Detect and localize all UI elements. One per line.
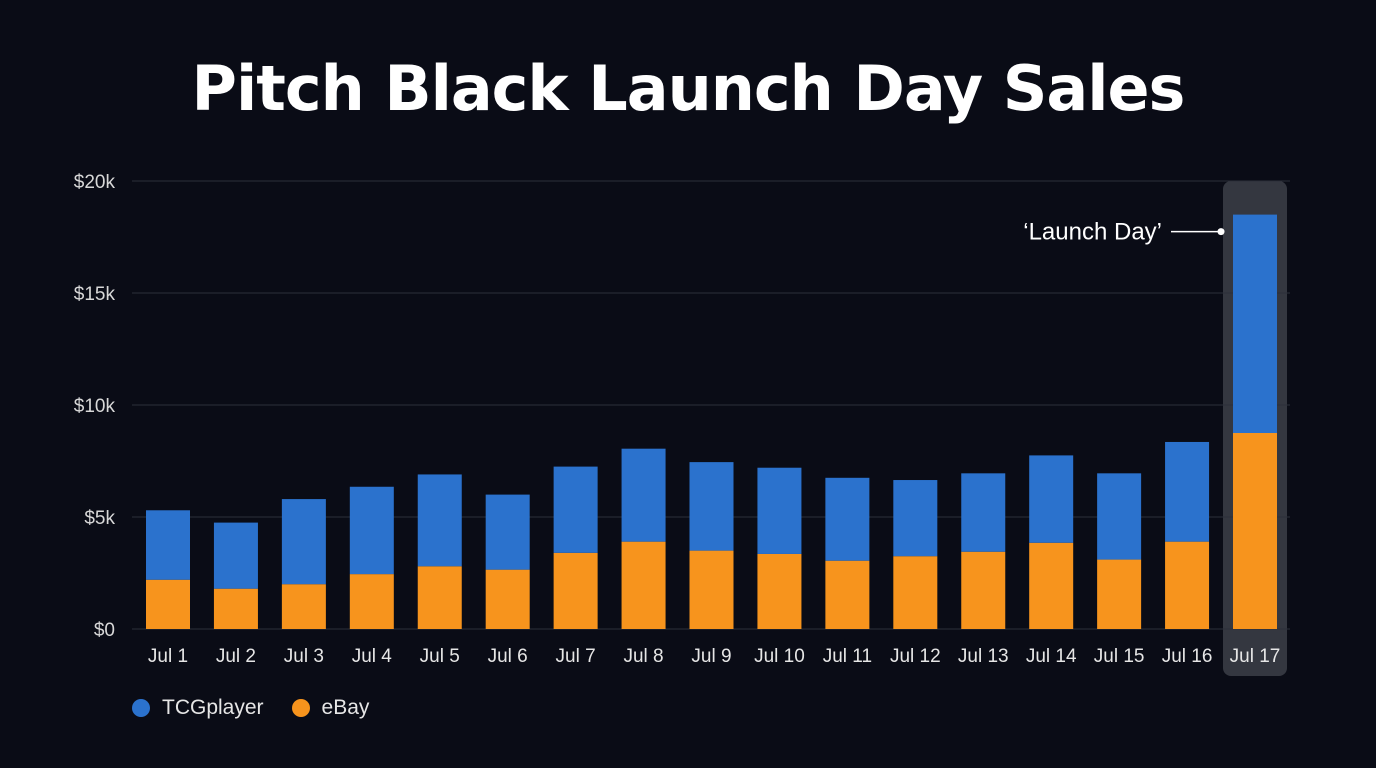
y-tick-label: $0: [94, 620, 115, 641]
x-tick-label: Jul 5: [420, 646, 460, 667]
bar-segment-tcgplayer: [757, 467, 802, 554]
bar-segment-tcgplayer: [281, 499, 326, 585]
x-tick-label: Jul 13: [958, 646, 1009, 667]
bar-segment-ebay: [689, 550, 734, 629]
bar-segment-ebay: [553, 552, 598, 629]
bar-segment-ebay: [417, 566, 462, 629]
x-tick-label: Jul 4: [352, 646, 393, 667]
legend-item-ebay[interactable]: eBay: [291, 696, 370, 720]
x-tick-label: Jul 3: [284, 646, 324, 667]
bar-segment-ebay: [146, 579, 190, 629]
bar-segment-ebay: [349, 574, 394, 629]
bar-segment-ebay: [1097, 559, 1142, 629]
x-tick-label: Jul 16: [1162, 646, 1213, 667]
x-tick-label: Jul 8: [623, 646, 663, 667]
bar-segment-ebay: [893, 556, 938, 629]
annotation-dot: [1217, 228, 1225, 236]
bar-segment-tcgplayer: [417, 474, 462, 567]
legend-swatch-ebay: [291, 699, 310, 717]
chart-title: Pitch Black Launch Day Sales: [191, 52, 1186, 125]
x-tick-label: Jul 7: [556, 646, 596, 667]
bar-segment-ebay: [825, 560, 870, 629]
annotation-label: ‘Launch Day’: [1023, 219, 1162, 246]
bar-segment-tcgplayer: [961, 473, 1006, 552]
bar-segment-tcgplayer: [213, 522, 258, 589]
x-tick-label: Jul 2: [216, 646, 256, 667]
x-tick-label: Jul 6: [488, 646, 528, 667]
x-tick-label: Jul 17: [1230, 646, 1281, 667]
legend: TCGplayer eBay: [132, 696, 369, 720]
bar-segment-tcgplayer: [1097, 473, 1142, 560]
bar-segment-tcgplayer: [1165, 441, 1210, 542]
x-tick-label: Jul 10: [754, 646, 805, 667]
y-tick-label: $5k: [84, 508, 115, 529]
legend-swatch-tcgplayer: [132, 699, 150, 717]
y-tick-label: $10k: [74, 396, 116, 417]
y-tick-label: $15k: [74, 284, 116, 305]
bar-segment-ebay: [1233, 433, 1277, 629]
legend-label-tcgplayer: TCGplayer: [162, 696, 264, 719]
x-tick-label: Jul 15: [1094, 646, 1145, 667]
bar-segment-ebay: [213, 588, 258, 629]
x-tick-label: Jul 9: [691, 646, 731, 667]
bar-segment-tcgplayer: [349, 486, 394, 575]
bar-segment-tcgplayer: [689, 462, 734, 551]
x-tick-label: Jul 1: [148, 646, 188, 667]
x-tick-label: Jul 12: [890, 646, 941, 667]
bar-segment-tcgplayer: [485, 494, 530, 570]
bar-segment-ebay: [1165, 541, 1210, 629]
bar-segment-tcgplayer: [146, 510, 190, 580]
bar-segment-tcgplayer: [825, 477, 870, 561]
bar-segment-tcgplayer: [621, 448, 666, 542]
y-tick-label: $20k: [74, 172, 116, 193]
x-tick-label: Jul 11: [823, 646, 872, 667]
bar-segment-ebay: [1029, 542, 1074, 629]
bar-segment-tcgplayer: [1029, 455, 1074, 543]
x-tick-label: Jul 14: [1026, 646, 1077, 667]
legend-label-ebay: eBay: [321, 696, 370, 719]
bar-segment-ebay: [961, 551, 1006, 629]
bar-segment-ebay: [621, 541, 666, 629]
bar-segment-tcgplayer: [553, 466, 598, 553]
bar-segment-tcgplayer: [893, 480, 938, 557]
bar-segment-tcgplayer: [1233, 214, 1277, 433]
legend-item-tcgplayer[interactable]: TCGplayer: [132, 696, 264, 720]
bar-segment-ebay: [757, 553, 802, 629]
bar-segment-ebay: [281, 584, 326, 629]
bar-segment-ebay: [485, 569, 530, 629]
